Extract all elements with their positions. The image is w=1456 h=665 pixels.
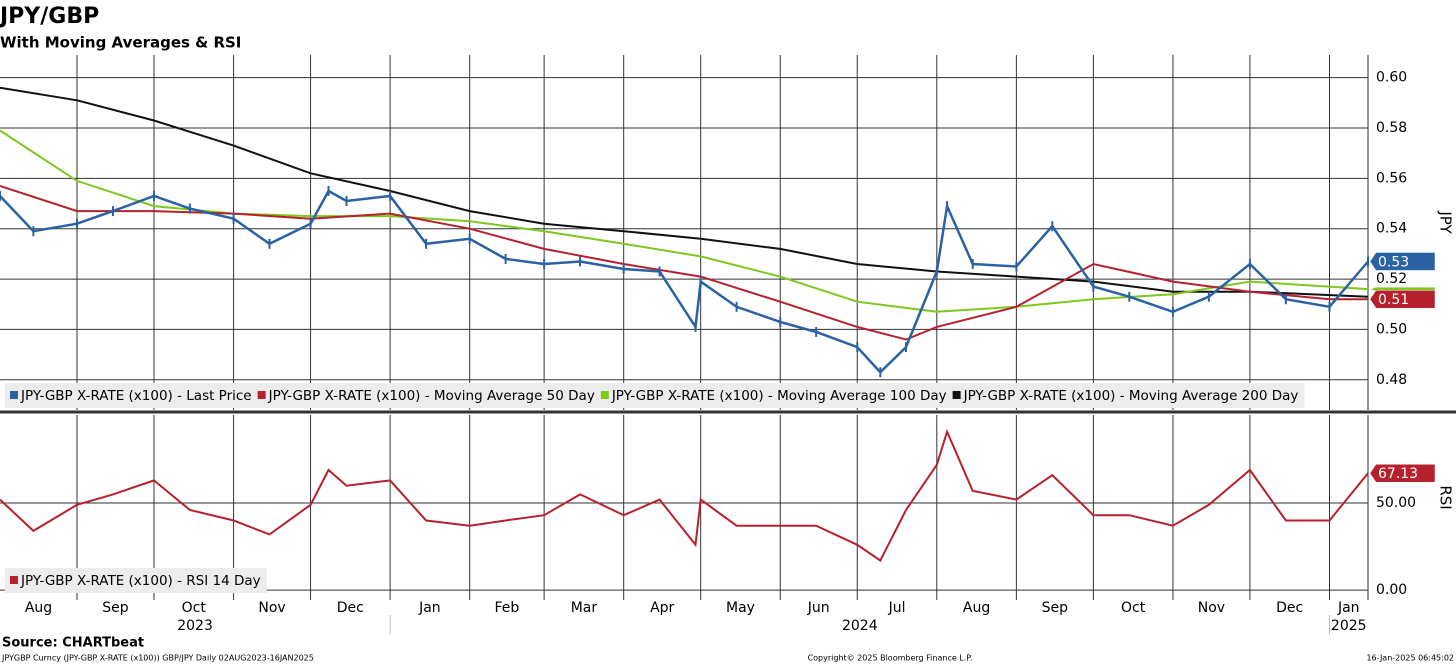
legend-swatch — [10, 576, 18, 584]
series-line — [0, 189, 1369, 374]
x-tick-label: Sep — [1042, 600, 1069, 616]
series-line — [0, 428, 1369, 562]
y-tick-label: 0.54 — [1376, 221, 1407, 237]
y-tick-label: 0.50 — [1376, 321, 1407, 337]
chart-subtitle: With Moving Averages & RSI — [0, 34, 241, 52]
legend-label: JPY-GBP X-RATE (x100) - RSI 14 Day — [20, 573, 261, 589]
y-axis-label: RSI — [1437, 485, 1455, 509]
y-axis-label: JPY — [1437, 210, 1455, 234]
legend-swatch — [600, 391, 609, 399]
y-tick-label: 0.60 — [1376, 70, 1407, 86]
legend-background — [5, 568, 267, 593]
footer-left: JPYGBP Curncy (JPY-GBP X-RATE (x100)) GB… — [1, 654, 314, 663]
source: Source: CHARTbeat — [2, 636, 144, 651]
series-line — [0, 86, 1369, 298]
x-tick-label: Dec — [337, 600, 364, 616]
x-tick-label: Jun — [807, 600, 830, 616]
series-line — [0, 184, 1368, 341]
legend-label: JPY-GBP X-RATE (x100) - Moving Average 2… — [963, 388, 1299, 404]
legend-swatch — [257, 391, 266, 399]
x-tick-label: Aug — [963, 600, 990, 616]
legend-label: JPY-GBP X-RATE (x100) - Moving Average 1… — [611, 388, 947, 404]
x-tick-label: May — [726, 600, 755, 616]
y-tick-label: 0.58 — [1376, 120, 1407, 136]
y-tick-label: 0.48 — [1376, 372, 1407, 388]
x-tick-label: Nov — [258, 600, 285, 616]
legend-label: JPY-GBP X-RATE (x100) - Moving Average 5… — [268, 388, 595, 404]
value-tag — [1369, 252, 1436, 271]
year-label: 2025 — [1331, 618, 1367, 634]
y-tick-label: 0.56 — [1376, 170, 1407, 186]
legend-swatch — [10, 391, 18, 399]
x-tick-label: Dec — [1276, 600, 1303, 616]
footer-right: 16-Jan-2025 06:45:02 — [1366, 654, 1454, 663]
x-tick-label: Nov — [1198, 600, 1225, 616]
x-tick-label: Oct — [182, 600, 207, 616]
x-tick-label: Oct — [1121, 600, 1146, 616]
value-tag — [1369, 289, 1436, 309]
value-tag-label: 0.51 — [1378, 292, 1409, 308]
legend: JPY-GBP X-RATE (x100) - Last Price JPY-GB… — [5, 383, 1305, 408]
y-tick-label: 50.00 — [1376, 495, 1416, 511]
legend-background — [5, 383, 1305, 408]
x-tick-label: Jan — [1337, 600, 1360, 616]
legend: JPY-GBP X-RATE (x100) - RSI 14 Day — [5, 568, 267, 593]
y-tick-label: 0.52 — [1376, 271, 1407, 287]
x-tick-label: Sep — [102, 600, 129, 616]
footer-center: Copyright© 2025 Bloomberg Finance L.P. — [808, 654, 973, 663]
value-tag-label: 0.53 — [1378, 254, 1409, 270]
value-tag-label: 67.13 — [1378, 466, 1418, 482]
x-tick-label: Jan — [418, 600, 441, 616]
legend-swatch — [952, 391, 961, 399]
year-label: 2024 — [842, 618, 878, 634]
year-label: 2023 — [177, 618, 213, 634]
plot-area — [0, 55, 1369, 410]
chart-title: JPY/GBP — [0, 4, 99, 29]
x-tick-label: Mar — [571, 600, 598, 616]
x-tick-label: Aug — [25, 600, 52, 616]
x-tick-label: Feb — [495, 600, 520, 616]
y-tick-label: 0.00 — [1376, 582, 1407, 598]
x-tick-label: Apr — [650, 600, 674, 616]
value-tag — [1369, 464, 1436, 483]
legend-label: JPY-GBP X-RATE (x100) - Last Price — [20, 388, 252, 404]
x-tick-label: Jul — [888, 600, 906, 616]
